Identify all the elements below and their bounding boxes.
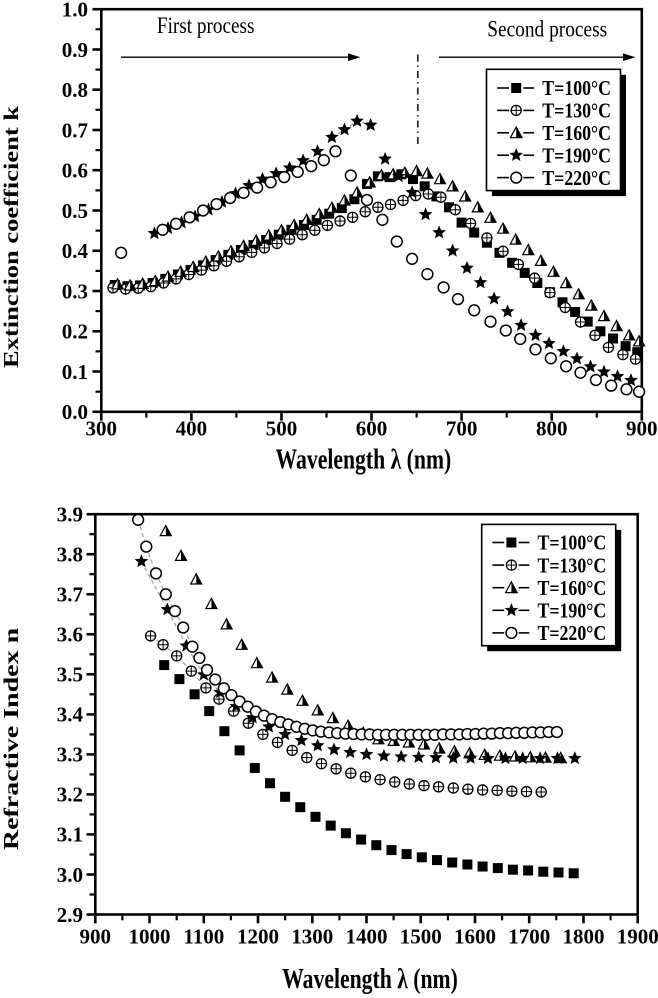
svg-text:1400: 1400 [346, 925, 388, 949]
svg-text:0.9: 0.9 [62, 38, 88, 62]
svg-text:T=100°C: T=100°C [542, 76, 611, 100]
svg-text:700: 700 [446, 417, 478, 441]
svg-text:3.2: 3.2 [57, 783, 83, 807]
svg-text:Wavelength λ (nm): Wavelength λ (nm) [276, 445, 452, 475]
svg-text:First process: First process [157, 13, 255, 38]
svg-text:Refractive Index n: Refractive Index n [0, 628, 23, 851]
svg-text:3.7: 3.7 [57, 583, 83, 607]
svg-text:3.8: 3.8 [57, 543, 83, 567]
svg-text:0.7: 0.7 [62, 118, 88, 142]
svg-text:0.1: 0.1 [62, 360, 88, 384]
svg-text:3.1: 3.1 [57, 823, 83, 847]
svg-text:400: 400 [176, 417, 208, 441]
svg-text:0.6: 0.6 [62, 159, 88, 183]
svg-text:1500: 1500 [400, 925, 442, 949]
svg-text:3.3: 3.3 [57, 743, 83, 767]
svg-text:Wavelength λ (nm): Wavelength λ (nm) [282, 964, 458, 994]
svg-text:1.0: 1.0 [62, 0, 88, 22]
svg-text:3.9: 3.9 [57, 503, 83, 527]
svg-text:1800: 1800 [563, 925, 605, 949]
svg-text:Extinction coefficient k: Extinction coefficient k [0, 106, 23, 368]
svg-text:1100: 1100 [183, 925, 224, 949]
svg-text:900: 900 [80, 925, 112, 949]
svg-text:T=130°C: T=130°C [542, 99, 611, 123]
svg-text:1300: 1300 [291, 925, 333, 949]
svg-text:T=160°C: T=160°C [538, 576, 607, 600]
svg-text:0.3: 0.3 [62, 279, 88, 303]
svg-text:900: 900 [626, 417, 658, 441]
svg-text:T=130°C: T=130°C [538, 553, 607, 577]
svg-text:1600: 1600 [454, 925, 496, 949]
svg-text:T=190°C: T=190°C [542, 143, 611, 167]
svg-text:T=160°C: T=160°C [542, 121, 611, 145]
svg-text:3.5: 3.5 [57, 663, 83, 687]
svg-text:T=220°C: T=220°C [542, 166, 611, 190]
svg-text:T=190°C: T=190°C [538, 599, 607, 623]
svg-text:T=100°C: T=100°C [538, 531, 607, 555]
svg-text:0.4: 0.4 [62, 239, 89, 263]
svg-text:300: 300 [86, 417, 118, 441]
svg-text:0.5: 0.5 [62, 199, 88, 223]
svg-text:0.2: 0.2 [62, 320, 88, 344]
svg-text:3.4: 3.4 [57, 703, 84, 727]
svg-text:Second process: Second process [487, 17, 607, 42]
svg-text:3.6: 3.6 [57, 623, 83, 647]
svg-text:2.9: 2.9 [57, 903, 83, 927]
svg-text:600: 600 [356, 417, 388, 441]
svg-text:1700: 1700 [508, 925, 550, 949]
svg-text:0.8: 0.8 [62, 78, 88, 102]
svg-text:1200: 1200 [237, 925, 279, 949]
svg-text:0.0: 0.0 [62, 400, 88, 424]
svg-text:800: 800 [536, 417, 568, 441]
svg-text:T=220°C: T=220°C [538, 621, 607, 645]
svg-text:1000: 1000 [129, 925, 171, 949]
svg-text:500: 500 [266, 417, 298, 441]
svg-text:3.0: 3.0 [57, 863, 83, 887]
svg-text:1900: 1900 [617, 925, 658, 949]
